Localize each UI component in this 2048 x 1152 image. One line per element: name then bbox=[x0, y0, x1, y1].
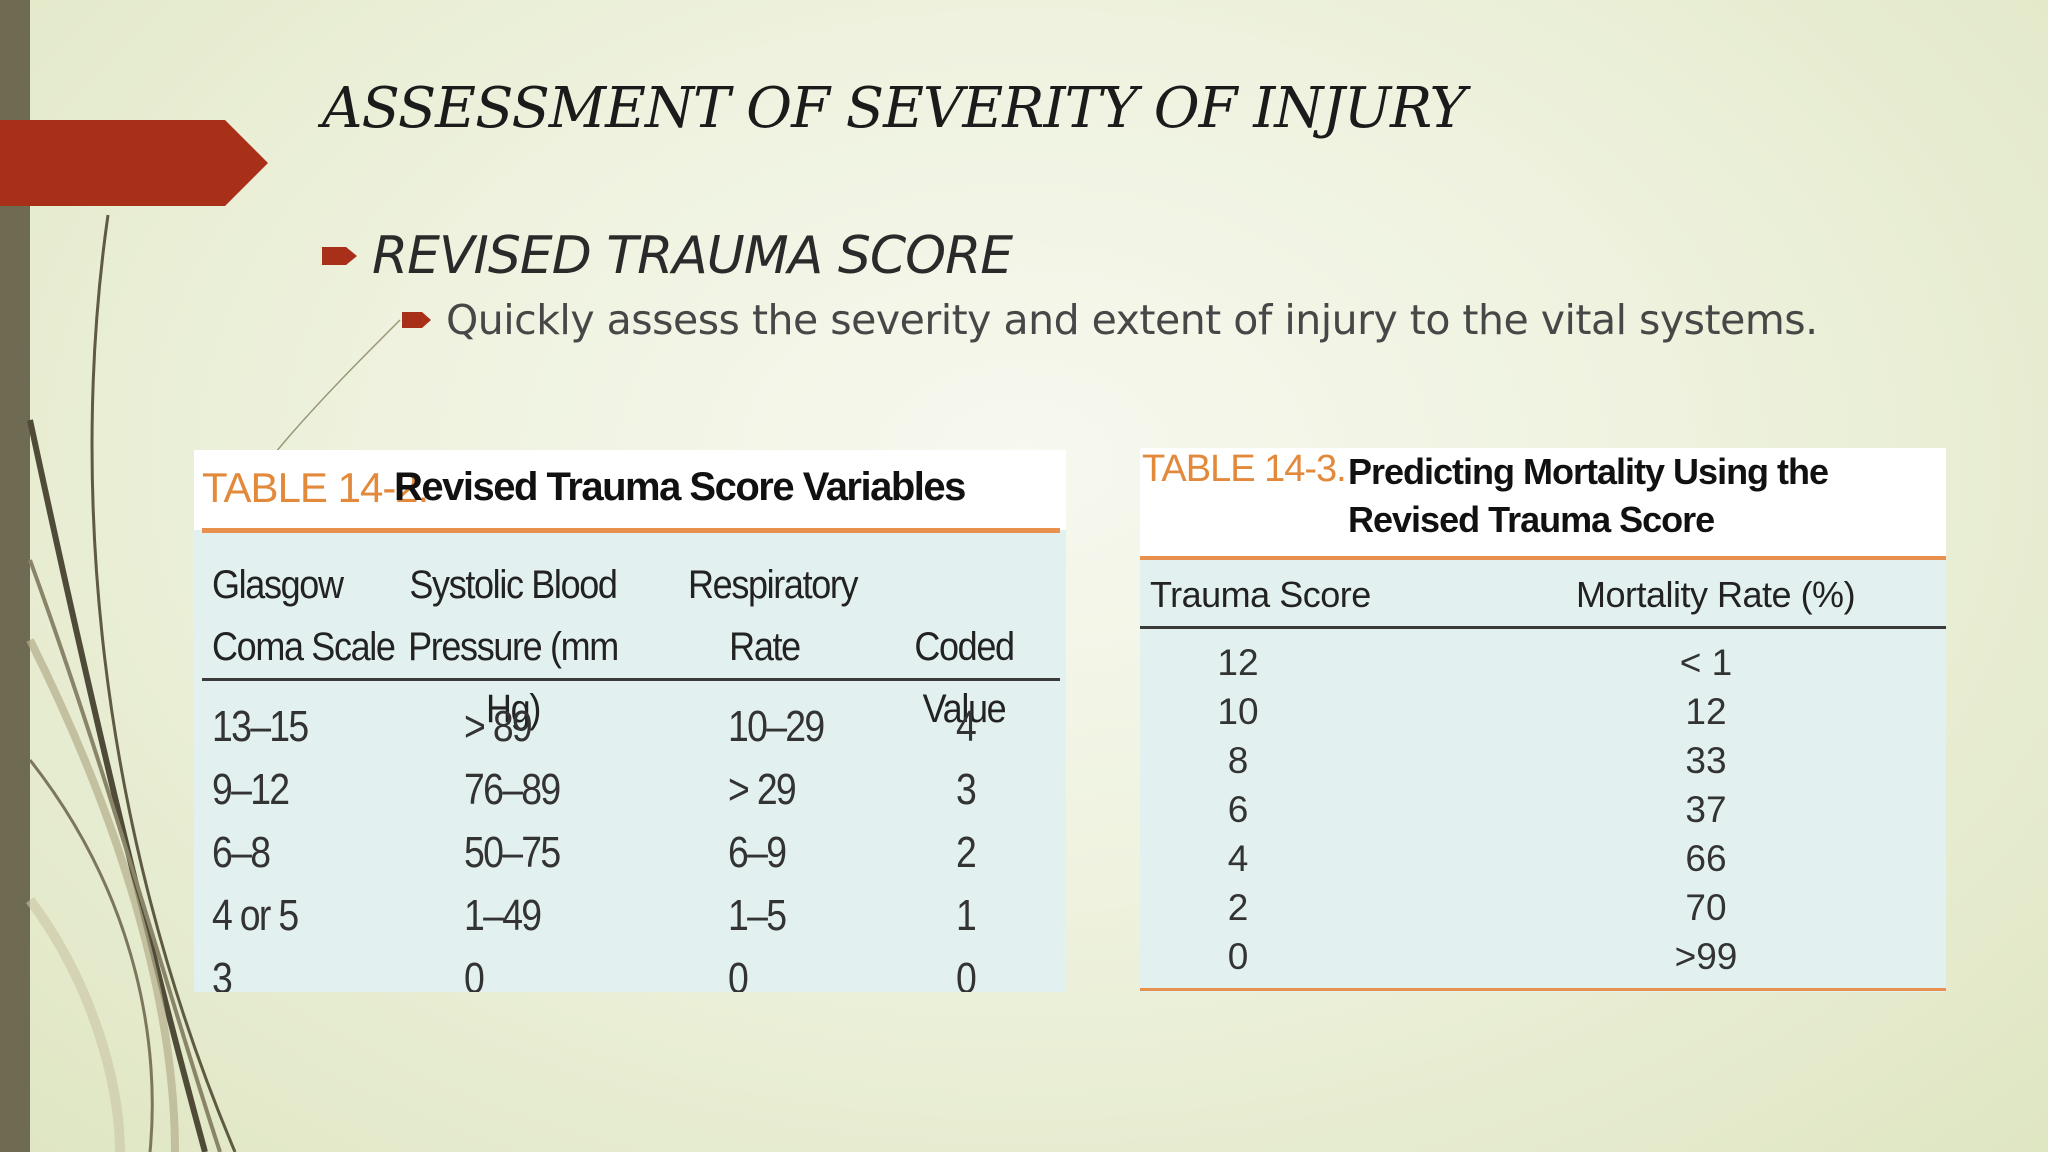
table-title: Revised Trauma Score Variables bbox=[394, 465, 966, 509]
header-gcs: Glasgow Coma Scale bbox=[212, 563, 396, 669]
mortality-table: TABLE 14-3. Predicting Mortality Using t… bbox=[1140, 448, 1946, 992]
table-cell: < 1 bbox=[1679, 642, 1733, 683]
caption-rule bbox=[202, 528, 1060, 533]
table-cell: 0 bbox=[1227, 936, 1249, 977]
table-cell: 10 bbox=[1217, 691, 1259, 732]
table-label: TABLE 14-2. bbox=[202, 464, 429, 511]
table-cell: 0 bbox=[956, 954, 977, 992]
table-bottom-rule bbox=[1140, 988, 1946, 991]
header-rule bbox=[1140, 626, 1946, 629]
table-cell: >99 bbox=[1674, 936, 1738, 977]
table-cell: 66 bbox=[1685, 838, 1727, 879]
bullet-sub: Quickly assess the severity and extent o… bbox=[402, 296, 1818, 344]
table-cell: 6–9 bbox=[728, 828, 787, 877]
table-cell: > 89 bbox=[464, 702, 533, 751]
table-cell: 3 bbox=[956, 765, 977, 814]
table-cell: 1–5 bbox=[728, 891, 787, 940]
table-title: Predicting Mortality Using the Revised T… bbox=[1348, 451, 1829, 540]
table-cell: 76–89 bbox=[464, 765, 561, 814]
table-cell: 4 or 5 bbox=[212, 891, 299, 940]
table-label: TABLE 14-3. bbox=[1142, 448, 1347, 490]
table-cell: 2 bbox=[956, 828, 977, 877]
arrow-bullet-icon bbox=[402, 312, 431, 328]
header-mortality-rate: Mortality Rate (%) bbox=[1576, 574, 1856, 615]
table-cell: 12 bbox=[1685, 691, 1727, 732]
header-rr: Respiratory Rate bbox=[688, 563, 859, 669]
table-cell: 0 bbox=[728, 954, 749, 992]
header-rule bbox=[202, 678, 1060, 681]
table-cell: 12 bbox=[1217, 642, 1259, 683]
table-cell: 33 bbox=[1685, 740, 1727, 781]
table-cell: 1–49 bbox=[464, 891, 542, 940]
caption-rule bbox=[1140, 556, 1946, 560]
table-cell: 4 bbox=[956, 702, 977, 751]
table-cell: 9–12 bbox=[212, 765, 290, 814]
table-caption: TABLE 14-2. Revised Trauma Score Variabl… bbox=[194, 450, 1066, 530]
table-cell: 6 bbox=[1227, 789, 1249, 830]
table-cell: 70 bbox=[1685, 887, 1727, 928]
table-cell: 4 bbox=[1227, 838, 1249, 879]
rts-variables-table: TABLE 14-2. Revised Trauma Score Variabl… bbox=[194, 450, 1066, 992]
trauma-score-column: 12 10 8 6 4 2 0 bbox=[1178, 638, 1298, 981]
arrow-bullet-icon bbox=[322, 247, 357, 265]
slide-title: ASSESSMENT OF SEVERITY OF INJURY bbox=[322, 76, 1466, 141]
title-accent-arrow bbox=[0, 120, 268, 206]
table-cell: 1 bbox=[956, 891, 977, 940]
table-cell: 3 bbox=[212, 954, 233, 992]
header-coded-value: Coded Value bbox=[914, 625, 1015, 731]
table-cell: 6–8 bbox=[212, 828, 271, 877]
header-sbp: Systolic Blood Pressure (mm Hg) bbox=[408, 563, 619, 731]
table-cell: 0 bbox=[464, 954, 485, 992]
bullet-main: REVISED TRAUMA SCORE bbox=[322, 226, 1013, 286]
table-cell: 2 bbox=[1227, 887, 1249, 928]
table-cell: 10–29 bbox=[728, 702, 825, 751]
table-caption: TABLE 14-3. Predicting Mortality Using t… bbox=[1140, 448, 1946, 558]
bullet-main-text: REVISED TRAUMA SCORE bbox=[372, 226, 1013, 286]
table-cell: 8 bbox=[1227, 740, 1249, 781]
table-cell: 37 bbox=[1685, 789, 1727, 830]
bullet-sub-text: Quickly assess the severity and extent o… bbox=[446, 296, 1818, 344]
table-cell: 13–15 bbox=[212, 702, 309, 751]
table-cell: 50–75 bbox=[464, 828, 561, 877]
header-trauma-score: Trauma Score bbox=[1150, 574, 1371, 615]
mortality-rate-column: < 1 12 33 37 66 70 >99 bbox=[1646, 638, 1766, 981]
table-cell: > 29 bbox=[728, 765, 797, 814]
